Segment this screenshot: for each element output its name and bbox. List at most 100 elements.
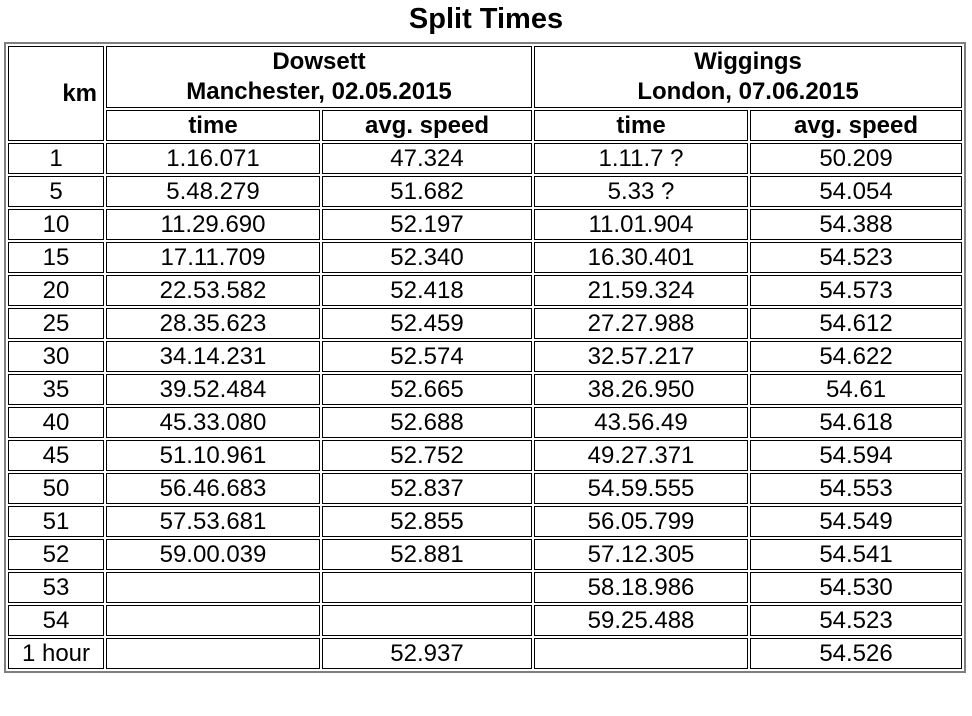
header-time: time bbox=[534, 110, 749, 141]
dowsett-time-cell bbox=[106, 572, 320, 603]
header-avg-speed: avg. speed bbox=[750, 110, 963, 141]
dowsett-time-cell: 34.14.231 bbox=[106, 341, 320, 372]
wiggings-speed-cell: 54.530 bbox=[750, 572, 963, 603]
dowsett-speed-cell: 52.937 bbox=[322, 638, 533, 669]
dowsett-speed-cell: 52.418 bbox=[322, 275, 533, 306]
dowsett-speed-cell: 52.574 bbox=[322, 341, 533, 372]
header-rider-dowsett: Dowsett Manchester, 02.05.2015 bbox=[106, 46, 533, 108]
table-row: 50 56.46.683 52.837 54.59.555 54.553 bbox=[8, 473, 963, 504]
table-row: 51 57.53.681 52.855 56.05.799 54.549 bbox=[8, 506, 963, 537]
km-cell: 1 bbox=[8, 143, 104, 174]
wiggings-speed-cell: 54.622 bbox=[750, 341, 963, 372]
km-cell: 30 bbox=[8, 341, 104, 372]
dowsett-time-cell: 22.53.582 bbox=[106, 275, 320, 306]
table-header: km Dowsett Manchester, 02.05.2015 Wiggin… bbox=[8, 46, 963, 141]
table-row: 54 59.25.488 54.523 bbox=[8, 605, 963, 636]
dowsett-speed-cell: 52.665 bbox=[322, 374, 533, 405]
wiggings-speed-cell: 54.573 bbox=[750, 275, 963, 306]
dowsett-time-cell: 11.29.690 bbox=[106, 209, 320, 240]
wiggings-speed-cell: 54.541 bbox=[750, 539, 963, 570]
wiggings-time-cell: 11.01.904 bbox=[534, 209, 749, 240]
wiggings-time-cell: 49.27.371 bbox=[534, 440, 749, 471]
wiggings-speed-cell: 54.523 bbox=[750, 605, 963, 636]
table-row: 25 28.35.623 52.459 27.27.988 54.612 bbox=[8, 308, 963, 339]
dowsett-speed-cell bbox=[322, 572, 533, 603]
wiggings-speed-cell: 54.553 bbox=[750, 473, 963, 504]
wiggings-time-cell: 58.18.986 bbox=[534, 572, 749, 603]
wiggings-speed-cell: 54.388 bbox=[750, 209, 963, 240]
wiggings-time-cell bbox=[534, 638, 749, 669]
km-cell: 54 bbox=[8, 605, 104, 636]
km-cell: 35 bbox=[8, 374, 104, 405]
km-cell: 25 bbox=[8, 308, 104, 339]
km-cell: 40 bbox=[8, 407, 104, 438]
dowsett-time-cell: 5.48.279 bbox=[106, 176, 320, 207]
table-row: 5 5.48.279 51.682 5.33 ? 54.054 bbox=[8, 176, 963, 207]
table-row: 30 34.14.231 52.574 32.57.217 54.622 bbox=[8, 341, 963, 372]
wiggings-speed-cell: 54.054 bbox=[750, 176, 963, 207]
km-cell: 52 bbox=[8, 539, 104, 570]
table-row: 1 1.16.071 47.324 1.11.7 ? 50.209 bbox=[8, 143, 963, 174]
table-row: 35 39.52.484 52.665 38.26.950 54.61 bbox=[8, 374, 963, 405]
dowsett-time-cell bbox=[106, 605, 320, 636]
dowsett-speed-cell bbox=[322, 605, 533, 636]
dowsett-speed-cell: 52.752 bbox=[322, 440, 533, 471]
km-cell: 45 bbox=[8, 440, 104, 471]
km-cell: 50 bbox=[8, 473, 104, 504]
dowsett-time-cell: 28.35.623 bbox=[106, 308, 320, 339]
wiggings-time-cell: 27.27.988 bbox=[534, 308, 749, 339]
km-cell: 5 bbox=[8, 176, 104, 207]
dowsett-speed-cell: 52.855 bbox=[322, 506, 533, 537]
wiggings-time-cell: 59.25.488 bbox=[534, 605, 749, 636]
wiggings-time-cell: 5.33 ? bbox=[534, 176, 749, 207]
wiggings-time-cell: 38.26.950 bbox=[534, 374, 749, 405]
dowsett-time-cell: 1.16.071 bbox=[106, 143, 320, 174]
dowsett-time-cell: 51.10.961 bbox=[106, 440, 320, 471]
wiggings-time-cell: 1.11.7 ? bbox=[534, 143, 749, 174]
header-time: time bbox=[106, 110, 320, 141]
dowsett-speed-cell: 52.881 bbox=[322, 539, 533, 570]
table-body: 1 1.16.071 47.324 1.11.7 ? 50.209 5 5.48.279 51… bbox=[8, 143, 963, 669]
km-cell: 53 bbox=[8, 572, 104, 603]
km-cell: 15 bbox=[8, 242, 104, 273]
header-rider-wiggings: Wiggings London, 07.06.2015 bbox=[534, 46, 963, 108]
km-cell: 10 bbox=[8, 209, 104, 240]
dowsett-time-cell: 45.33.080 bbox=[106, 407, 320, 438]
table-row: 1 hour 52.937 54.526 bbox=[8, 638, 963, 669]
table-row: 53 58.18.986 54.530 bbox=[8, 572, 963, 603]
dowsett-speed-cell: 52.837 bbox=[322, 473, 533, 504]
dowsett-time-cell bbox=[106, 638, 320, 669]
split-times-table-container: km Dowsett Manchester, 02.05.2015 Wiggin… bbox=[4, 42, 967, 673]
wiggings-speed-cell: 54.523 bbox=[750, 242, 963, 273]
table-row: 45 51.10.961 52.752 49.27.371 54.594 bbox=[8, 440, 963, 471]
wiggings-time-cell: 54.59.555 bbox=[534, 473, 749, 504]
wiggings-speed-cell: 50.209 bbox=[750, 143, 963, 174]
wiggings-speed-cell: 54.549 bbox=[750, 506, 963, 537]
header-avg-speed: avg. speed bbox=[322, 110, 533, 141]
header-row-riders: km Dowsett Manchester, 02.05.2015 Wiggin… bbox=[8, 46, 963, 141]
page-title: Split Times bbox=[408, 3, 564, 35]
dowsett-speed-cell: 52.197 bbox=[322, 209, 533, 240]
rider-name: Wiggings bbox=[694, 48, 802, 75]
wiggings-speed-cell: 54.526 bbox=[750, 638, 963, 669]
wiggings-speed-cell: 54.612 bbox=[750, 308, 963, 339]
dowsett-time-cell: 56.46.683 bbox=[106, 473, 320, 504]
table-row: 52 59.00.039 52.881 57.12.305 54.541 bbox=[8, 539, 963, 570]
dowsett-speed-cell: 51.682 bbox=[322, 176, 533, 207]
table-row: 20 22.53.582 52.418 21.59.324 54.573 bbox=[8, 275, 963, 306]
dowsett-time-cell: 39.52.484 bbox=[106, 374, 320, 405]
split-times-table: km Dowsett Manchester, 02.05.2015 Wiggin… bbox=[4, 42, 967, 673]
wiggings-time-cell: 21.59.324 bbox=[534, 275, 749, 306]
dowsett-time-cell: 17.11.709 bbox=[106, 242, 320, 273]
rider-location-date: Manchester, 02.05.2015 bbox=[186, 78, 452, 105]
wiggings-speed-cell: 54.618 bbox=[750, 407, 963, 438]
table-row: 15 17.11.709 52.340 16.30.401 54.523 bbox=[8, 242, 963, 273]
wiggings-time-cell: 56.05.799 bbox=[534, 506, 749, 537]
wiggings-time-cell: 32.57.217 bbox=[534, 341, 749, 372]
header-row-columns: time avg. speed time avg. speed bbox=[8, 110, 963, 141]
header-km: km bbox=[8, 46, 104, 141]
rider-name: Dowsett bbox=[272, 48, 366, 75]
wiggings-time-cell: 57.12.305 bbox=[534, 539, 749, 570]
rider-location-date: London, 07.06.2015 bbox=[637, 78, 859, 105]
km-cell: 51 bbox=[8, 506, 104, 537]
